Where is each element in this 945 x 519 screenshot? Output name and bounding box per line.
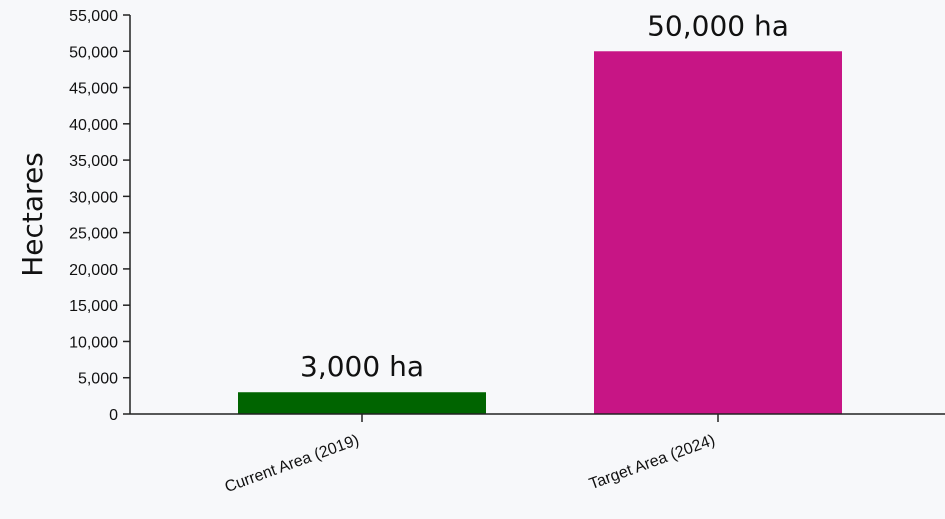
y-tick-label: 10,000 <box>69 334 118 351</box>
bar <box>238 392 486 414</box>
x-axis: Current Area (2019) Target Area (2024) <box>130 413 945 496</box>
y-tick-label: 25,000 <box>69 226 118 243</box>
bar <box>594 51 842 414</box>
y-tick-label: 55,000 <box>69 8 118 25</box>
y-tick-label: 40,000 <box>69 117 118 134</box>
x-tick-label: Current Area (2019) <box>223 432 362 496</box>
y-axis-label: Hectares <box>16 152 49 277</box>
y-axis: 0 5,000 10,000 15,000 20,000 25,000 30,000 35,0… <box>69 8 131 424</box>
y-tick-label: 30,000 <box>69 189 118 206</box>
bars: 3,000 ha 50,000 ha <box>238 9 842 414</box>
y-tick-label: 5,000 <box>78 371 118 388</box>
y-tick-label: 50,000 <box>69 44 118 61</box>
y-tick-label: 20,000 <box>69 262 118 279</box>
x-tick-label: Target Area (2024) <box>587 432 717 493</box>
bar-data-label: 3,000 ha <box>300 350 424 383</box>
y-tick-label: 15,000 <box>69 298 118 315</box>
y-tick-label: 35,000 <box>69 153 118 170</box>
y-tick-label: 0 <box>109 407 118 424</box>
bar-data-label: 50,000 ha <box>647 9 789 42</box>
y-tick-label: 45,000 <box>69 81 118 98</box>
